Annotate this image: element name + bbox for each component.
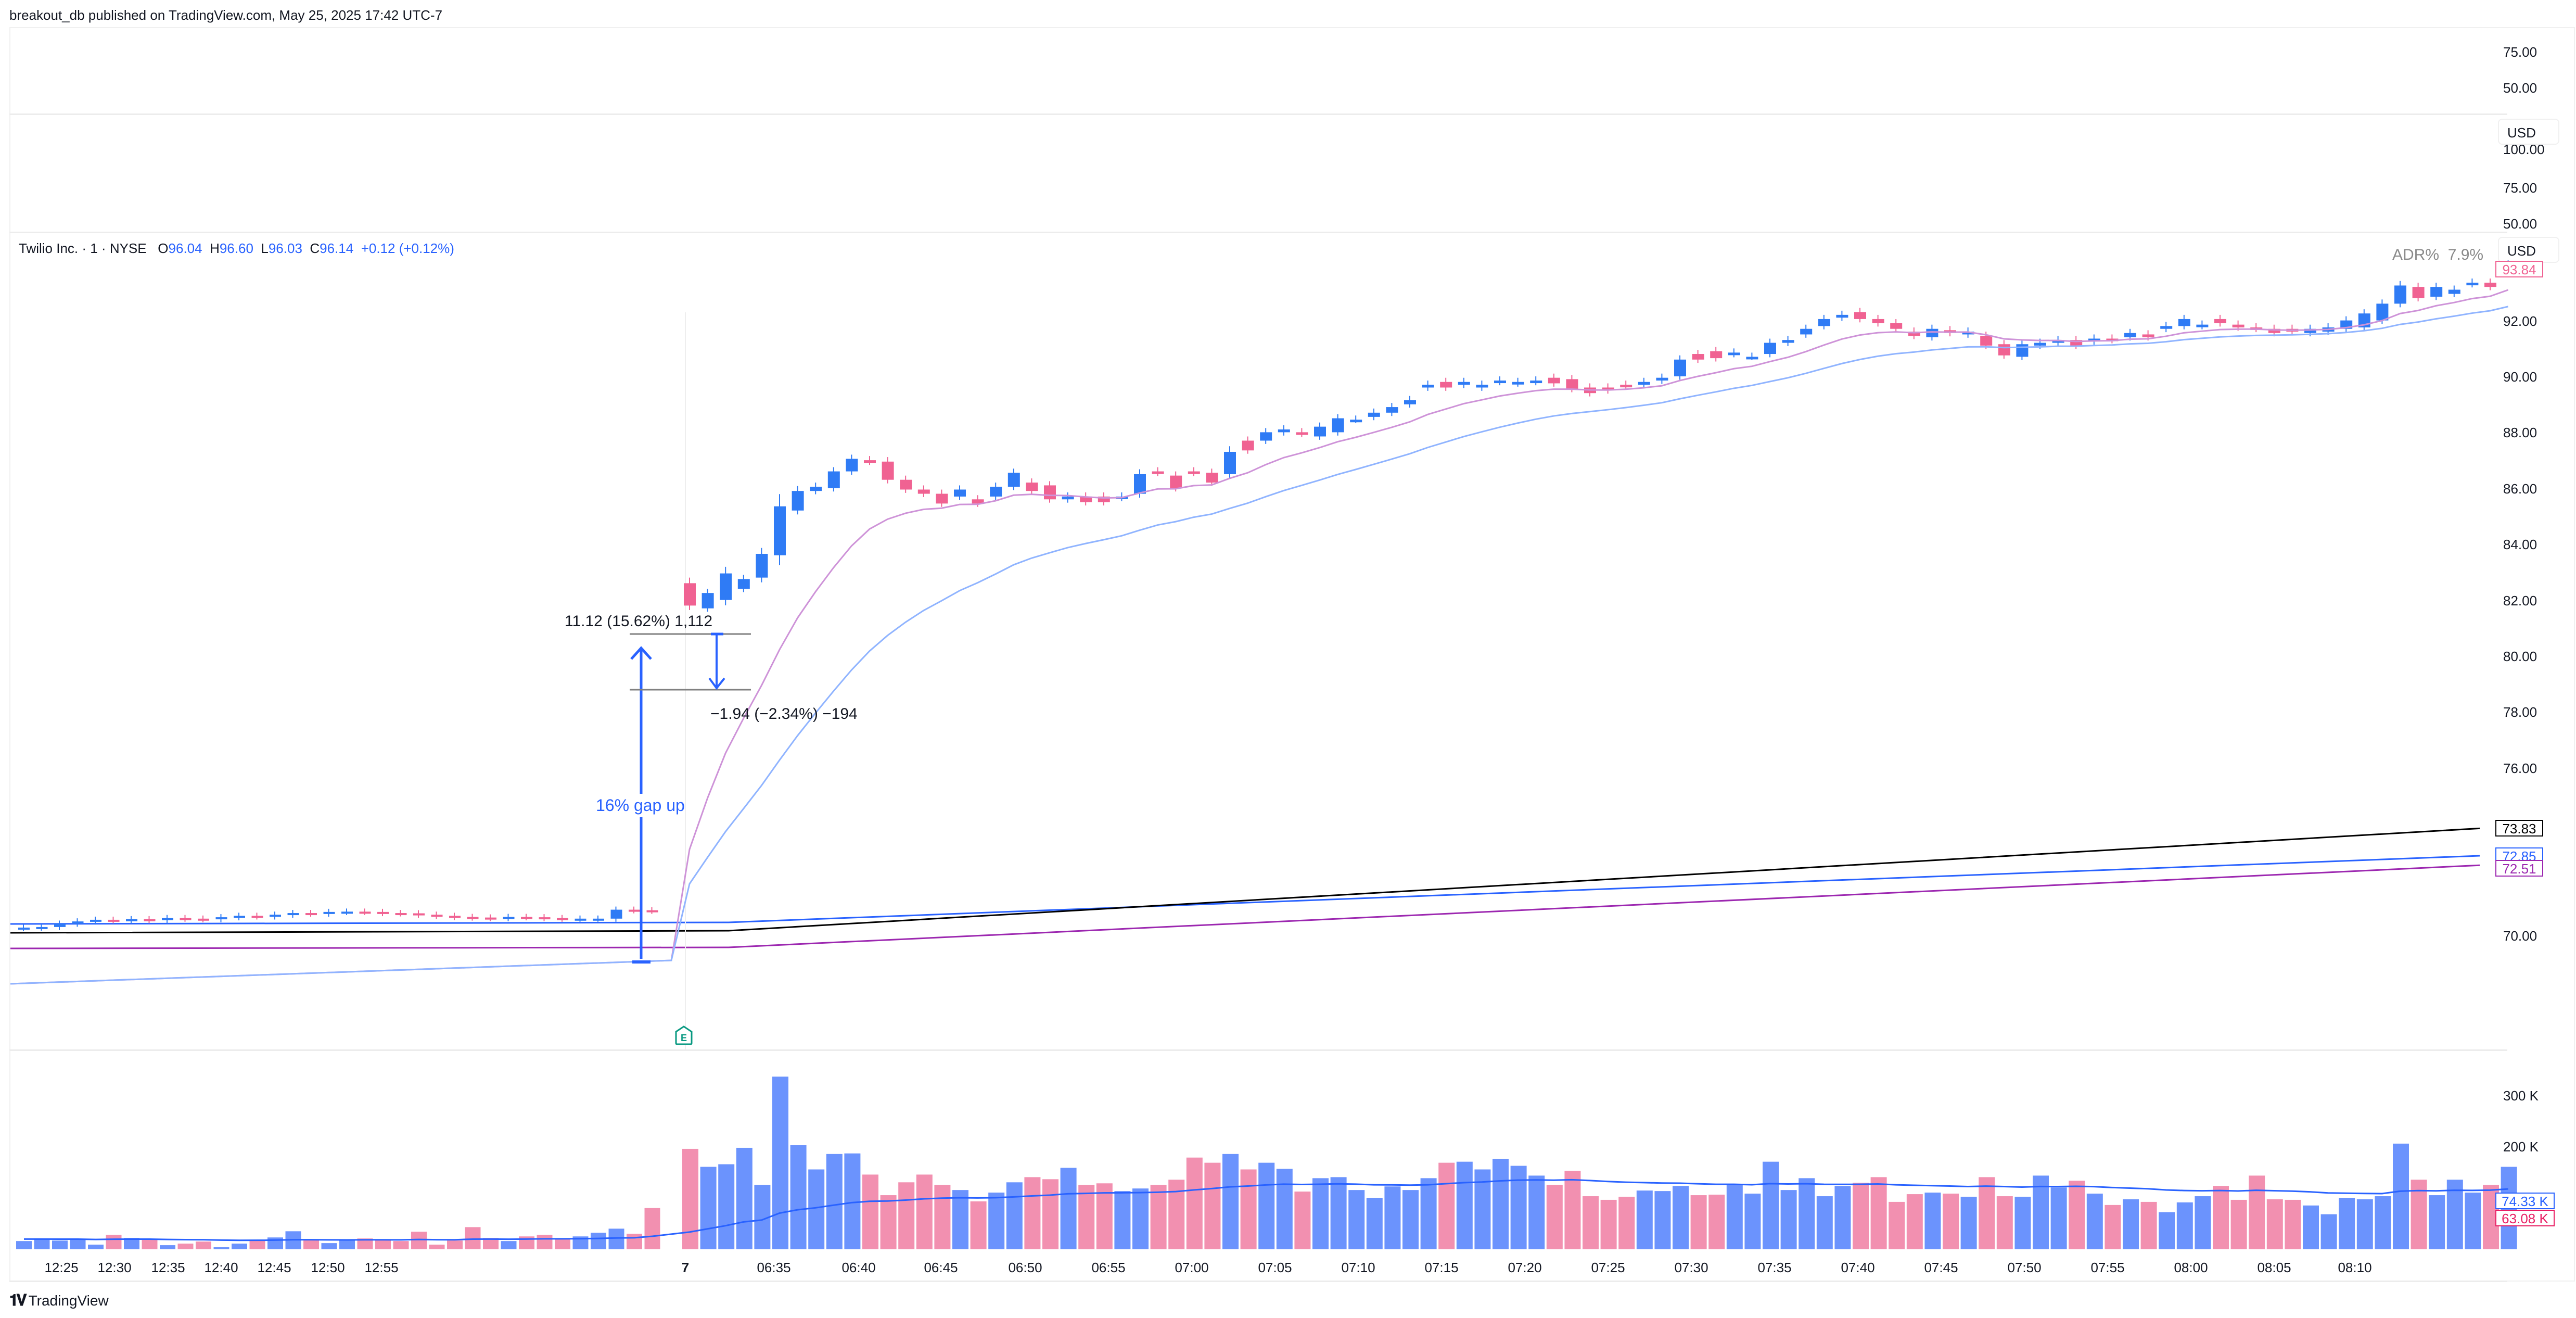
low-value: 96.03 xyxy=(268,240,302,256)
top-pane-tick: 75.00 xyxy=(2503,44,2537,60)
price-tick: 78.00 xyxy=(2503,704,2537,720)
svg-text:E: E xyxy=(681,1033,687,1043)
time-tick: 07:40 xyxy=(1841,1260,1875,1275)
price-tick: 80.00 xyxy=(2503,649,2537,664)
adr-indicator: ADR% 7.9% xyxy=(2392,246,2483,264)
time-tick: 12:55 xyxy=(364,1260,399,1275)
open-value: 96.04 xyxy=(168,240,202,256)
time-tick: 12:35 xyxy=(151,1260,185,1275)
price-tick: 92.00 xyxy=(2503,313,2537,329)
symbol-name: Twilio Inc. · 1 · NYSE xyxy=(19,240,147,256)
time-tick: 08:00 xyxy=(2174,1260,2208,1275)
time-tick: 07:35 xyxy=(1757,1260,1792,1275)
adr-value: 7.9% xyxy=(2447,246,2484,263)
time-tick: 06:35 xyxy=(757,1260,791,1275)
close-value: 96.14 xyxy=(320,240,354,256)
time-tick: 07:00 xyxy=(1175,1260,1209,1275)
pane-divider xyxy=(9,232,2507,233)
volume-tick: 200 K xyxy=(2503,1139,2539,1155)
price-tag: 73.83 xyxy=(2495,820,2543,837)
price-tick: 86.00 xyxy=(2503,480,2537,497)
price-tag: 93.84 xyxy=(2495,260,2543,277)
price-tick: 76.00 xyxy=(2503,760,2537,776)
time-tick: 07:50 xyxy=(2007,1260,2042,1275)
top-pane-tick: 50.00 xyxy=(2503,80,2537,96)
volume-tag: 63.08 K xyxy=(2495,1210,2555,1226)
time-tick: 07:55 xyxy=(2090,1260,2125,1275)
close-label: C xyxy=(310,240,320,256)
range-up-measure-label: 11.12 (15.62%) 1,112 xyxy=(565,613,713,630)
price-tick: 90.00 xyxy=(2503,369,2537,385)
earnings-icon: E xyxy=(675,1025,693,1045)
second-pane-tick: 50.00 xyxy=(2503,216,2537,232)
time-tick: 07:05 xyxy=(1258,1260,1292,1275)
earnings-marker[interactable]: E xyxy=(674,1025,693,1045)
time-tick: 7 xyxy=(681,1260,690,1275)
time-tick: 08:10 xyxy=(2338,1260,2372,1275)
time-tick: 07:10 xyxy=(1341,1260,1375,1275)
tradingview-brand: TradingView xyxy=(28,1292,109,1309)
time-tick: 12:30 xyxy=(97,1260,132,1275)
volume-tag: 74.33 K xyxy=(2495,1193,2555,1209)
time-tick: 07:20 xyxy=(1508,1260,1542,1275)
pane-divider xyxy=(9,1049,2507,1051)
time-tick: 06:50 xyxy=(1008,1260,1042,1275)
pane-divider xyxy=(9,113,2507,115)
low-label: L xyxy=(261,240,269,256)
time-tick: 07:45 xyxy=(1924,1260,1958,1275)
pane-divider xyxy=(9,1281,2507,1282)
open-label: O xyxy=(158,240,169,256)
publication-credit: breakout_db published on TradingView.com… xyxy=(9,7,443,23)
high-label: H xyxy=(210,240,220,256)
price-tick: 84.00 xyxy=(2503,537,2537,553)
gap-up-label: 16% gap up xyxy=(596,794,685,817)
currency-button[interactable]: USD xyxy=(2498,119,2559,145)
price-tick: 82.00 xyxy=(2503,592,2537,609)
change-value: +0.12 (+0.12%) xyxy=(361,240,454,256)
tradingview-logo-icon: 𝟏𝐕 xyxy=(9,1292,27,1309)
time-tick: 06:40 xyxy=(841,1260,876,1275)
volume-tick: 300 K xyxy=(2503,1088,2539,1104)
symbol-legend[interactable]: Twilio Inc. · 1 · NYSE O96.04 H96.60 L96… xyxy=(19,240,454,257)
second-pane-tick: 75.00 xyxy=(2503,180,2537,196)
price-tag: 72.51 xyxy=(2495,860,2543,877)
time-tick: 12:40 xyxy=(204,1260,238,1275)
time-tick: 07:30 xyxy=(1674,1260,1708,1275)
time-tick: 06:55 xyxy=(1091,1260,1126,1275)
time-tick: 07:25 xyxy=(1591,1260,1625,1275)
high-value: 96.60 xyxy=(219,240,253,256)
time-tick: 08:05 xyxy=(2257,1260,2291,1275)
currency-button[interactable]: USD xyxy=(2498,237,2559,263)
price-tick: 70.00 xyxy=(2503,928,2537,944)
time-tick: 12:45 xyxy=(257,1260,291,1275)
tradingview-logo[interactable]: 𝟏𝐕 TradingView xyxy=(9,1292,109,1310)
time-tick: 07:15 xyxy=(1424,1260,1459,1275)
time-tick: 12:25 xyxy=(44,1260,79,1275)
time-tick: 06:45 xyxy=(924,1260,958,1275)
range-down-measure-label: −1.94 (−2.34%) −194 xyxy=(710,705,858,723)
price-tick: 88.00 xyxy=(2503,425,2537,441)
time-tick: 12:50 xyxy=(311,1260,345,1275)
adr-label: ADR% xyxy=(2392,246,2440,263)
